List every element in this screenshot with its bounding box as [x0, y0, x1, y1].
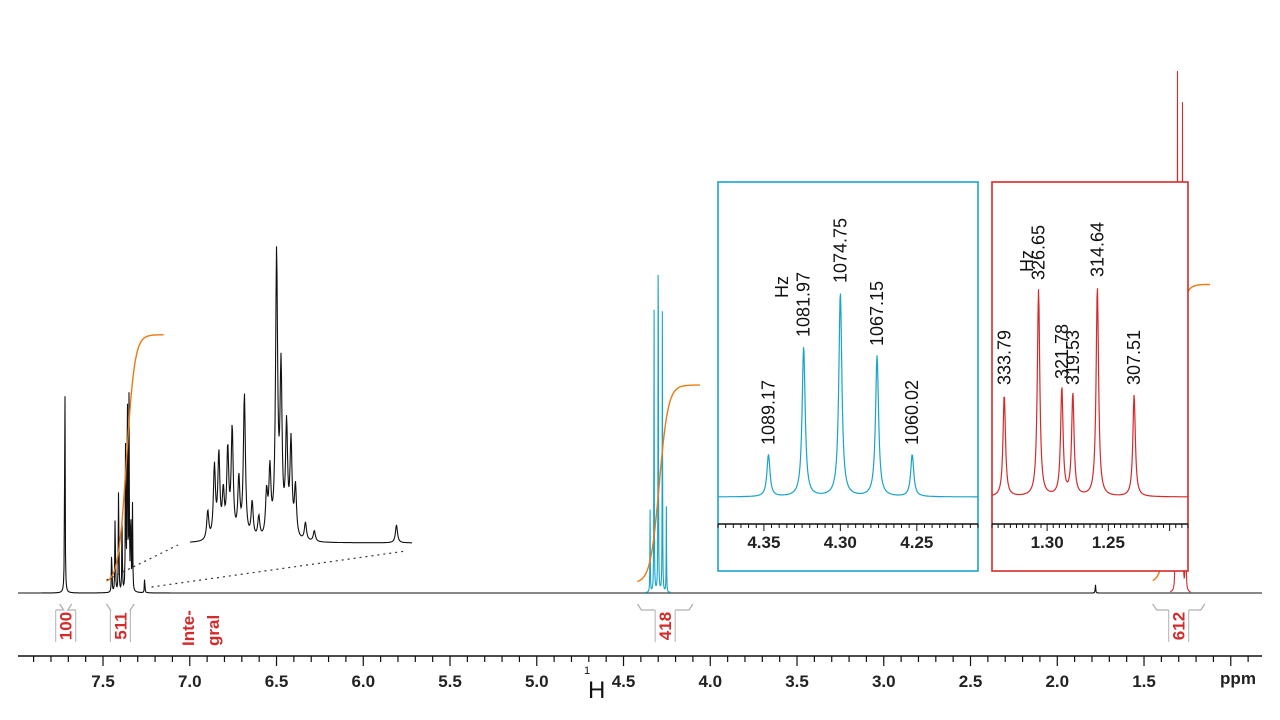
integral-bracket: [105, 603, 135, 611]
zoom-connector-right: [151, 550, 407, 588]
x-axis-unit-label: ppm: [1220, 669, 1256, 688]
peak-hz-label: 1089.17: [758, 380, 778, 445]
inset-tick-label: 1.30: [1031, 533, 1064, 552]
peak-hz-label: 1060.02: [902, 380, 922, 445]
peak-hz-label: 314.64: [1087, 222, 1107, 277]
x-axis: 7.5 7.0 6.5 6.0 5.5 5.0 4.5 4.0 3.5 3.0 2.5 2.0 1.5 p…: [18, 655, 1262, 704]
x-tick-label: 2.5: [959, 672, 983, 691]
x-tick-label: 3.0: [872, 672, 896, 691]
inset-frame: [991, 181, 1189, 572]
integral-bracket: [55, 603, 76, 611]
integral-value: 612: [1170, 612, 1189, 640]
inset-tick-label: 4.35: [747, 533, 780, 552]
integral-legend-text: gral: [204, 615, 223, 646]
integral-legend-text: Inte-: [179, 610, 198, 646]
x-tick-label: 5.5: [438, 672, 462, 691]
integral-value: 511: [111, 612, 130, 639]
peak-hz-label: 1081.97: [794, 272, 814, 337]
peak-hz-label: 1067.15: [867, 281, 887, 346]
integral-bracket: [636, 603, 694, 611]
inset-trace: [991, 288, 1188, 498]
spectrum-trace: [18, 392, 1262, 594]
integral-curve: [106, 334, 164, 582]
integral-value: 418: [656, 612, 675, 640]
x-tick-label: 5.0: [525, 672, 549, 691]
peak-hz-label: 1074.75: [830, 218, 850, 283]
hz-unit-label: Hz: [772, 276, 792, 298]
nucleus-symbol-label: H: [588, 677, 605, 704]
x-tick-label: 2.0: [1045, 672, 1069, 691]
x-tick-label: 4.0: [698, 672, 722, 691]
x-tick-label: 1.5: [1132, 672, 1156, 691]
aromatic-zoom: [106, 246, 412, 588]
inset-frame: [717, 181, 979, 572]
x-tick-label: 4.5: [612, 672, 636, 691]
peak-hz-label: 333.79: [994, 330, 1014, 385]
peak-hz-label: 321.78: [1052, 324, 1072, 379]
integral-curve: [637, 384, 700, 583]
peak-hz-label: 319.53: [1063, 330, 1083, 385]
peak-hz-label: 307.51: [1124, 330, 1144, 385]
integral-labels: 100 511 418 612 Inte-gral: [55, 603, 1206, 646]
inset-trace: [718, 293, 978, 498]
peak-hz-label: 326.65: [1029, 225, 1049, 280]
x-tick-label: 3.5: [785, 672, 809, 691]
hz-unit-label: Hz: [1017, 250, 1037, 272]
zoom-connector-left: [106, 544, 179, 581]
inset-tick-label: 1.25: [1092, 533, 1125, 552]
x-tick-label: 7.0: [178, 672, 202, 691]
quartet-multiplet: [644, 274, 672, 594]
inset-tick-label: 4.30: [824, 533, 857, 552]
nucleus-mass-label: 1: [584, 665, 590, 677]
aromatic-zoom-trace: [190, 246, 412, 544]
integral-bracket: [1152, 603, 1206, 611]
x-tick-label: 6.5: [265, 672, 289, 691]
inset-tick-label: 4.25: [900, 533, 933, 552]
quartet-inset: 4.35 4.30 4.25 1089.17 1081.97 1074.75 1067.15…: [717, 181, 979, 572]
integral-value: 100: [57, 612, 76, 640]
x-tick-label: 7.5: [91, 672, 115, 691]
x-tick-label: 6.0: [351, 672, 375, 691]
